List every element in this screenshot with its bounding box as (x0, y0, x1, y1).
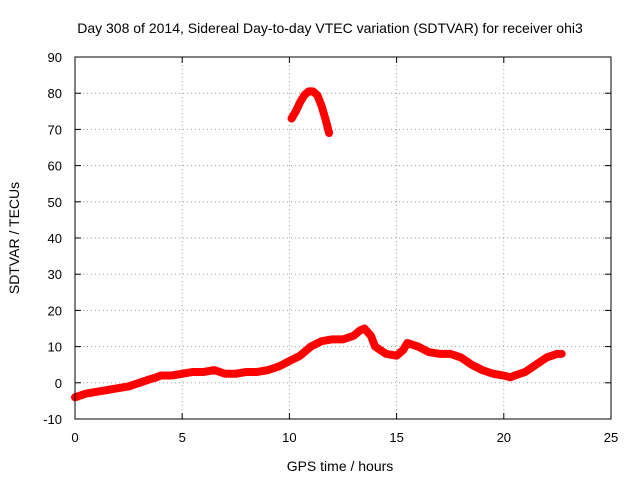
data-series (71, 87, 566, 402)
data-point (309, 88, 316, 95)
data-point (436, 350, 443, 357)
chart-title: Day 308 of 2014, Sidereal Day-to-day VTE… (77, 20, 583, 36)
x-tick-label: 5 (179, 430, 186, 445)
x-tick-label: 25 (604, 430, 618, 445)
data-point (301, 92, 308, 99)
data-point (189, 368, 196, 375)
data-point (361, 325, 368, 332)
y-axis-label: SDTVAR / TECUs (6, 182, 22, 294)
data-point (157, 372, 164, 379)
data-point (288, 115, 295, 122)
data-point (532, 361, 539, 368)
data-point (153, 374, 160, 381)
data-point (507, 374, 514, 381)
data-point (490, 370, 497, 377)
data-point (511, 372, 518, 379)
data-point (82, 390, 89, 397)
data-point (104, 387, 111, 394)
data-point (292, 108, 299, 115)
y-tick-label: 50 (48, 195, 62, 210)
y-tick-label: 70 (48, 122, 62, 137)
y-tick-label: 80 (48, 86, 62, 101)
data-point (211, 367, 218, 374)
data-point (543, 354, 550, 361)
data-point (147, 376, 154, 383)
data-point (168, 372, 175, 379)
y-tick-label: 10 (48, 340, 62, 355)
data-point (200, 368, 207, 375)
data-point (232, 370, 239, 377)
data-point (350, 332, 357, 339)
data-point (415, 343, 422, 350)
y-tick-label: -10 (43, 412, 62, 427)
data-point (297, 99, 304, 106)
y-tick-label: 20 (48, 303, 62, 318)
data-point (447, 350, 454, 357)
series-line (287, 87, 334, 138)
data-point (286, 358, 293, 365)
data-point (340, 336, 346, 343)
x-tick-label: 0 (71, 430, 78, 445)
y-tick-label: 60 (48, 159, 62, 174)
data-point (558, 350, 565, 357)
data-point (136, 379, 143, 386)
data-point (297, 352, 304, 359)
data-point (382, 350, 389, 357)
y-tick-label: 40 (48, 231, 62, 246)
data-point (264, 367, 271, 374)
series-line (71, 324, 566, 402)
x-axis-label: GPS time / hours (287, 458, 394, 474)
data-point (367, 332, 374, 339)
grid-lines (75, 57, 611, 419)
y-tick-labels: -10 0 10 20 30 40 50 60 70 80 90 (43, 50, 62, 427)
y-tick-label: 30 (48, 267, 62, 282)
data-point (275, 363, 282, 370)
x-tick-label: 15 (389, 430, 403, 445)
data-point (93, 388, 100, 395)
x-tick-labels: 0 5 10 15 20 25 (71, 430, 618, 445)
x-tick-label: 10 (282, 430, 296, 445)
data-point (404, 339, 411, 346)
data-point (425, 349, 432, 356)
data-point (322, 117, 329, 124)
data-point (468, 361, 475, 368)
data-point (329, 336, 336, 343)
data-point (400, 347, 407, 354)
data-point (222, 370, 229, 377)
data-point (479, 367, 486, 374)
data-point (318, 102, 325, 109)
data-point (254, 368, 261, 375)
data-point (500, 372, 507, 379)
y-tick-label: 0 (55, 376, 62, 391)
axis-ticks (74, 56, 612, 420)
data-point (457, 354, 464, 361)
data-point (243, 368, 250, 375)
data-point (314, 92, 321, 99)
data-point (326, 130, 333, 137)
y-tick-label: 90 (48, 50, 62, 65)
data-point (393, 352, 400, 359)
data-point (318, 338, 325, 345)
data-point (125, 383, 132, 390)
data-point (307, 343, 314, 350)
data-point (114, 385, 121, 392)
data-point (179, 370, 186, 377)
x-tick-label: 20 (497, 430, 511, 445)
data-point (372, 343, 379, 350)
data-point (357, 327, 364, 334)
data-point (522, 368, 529, 375)
